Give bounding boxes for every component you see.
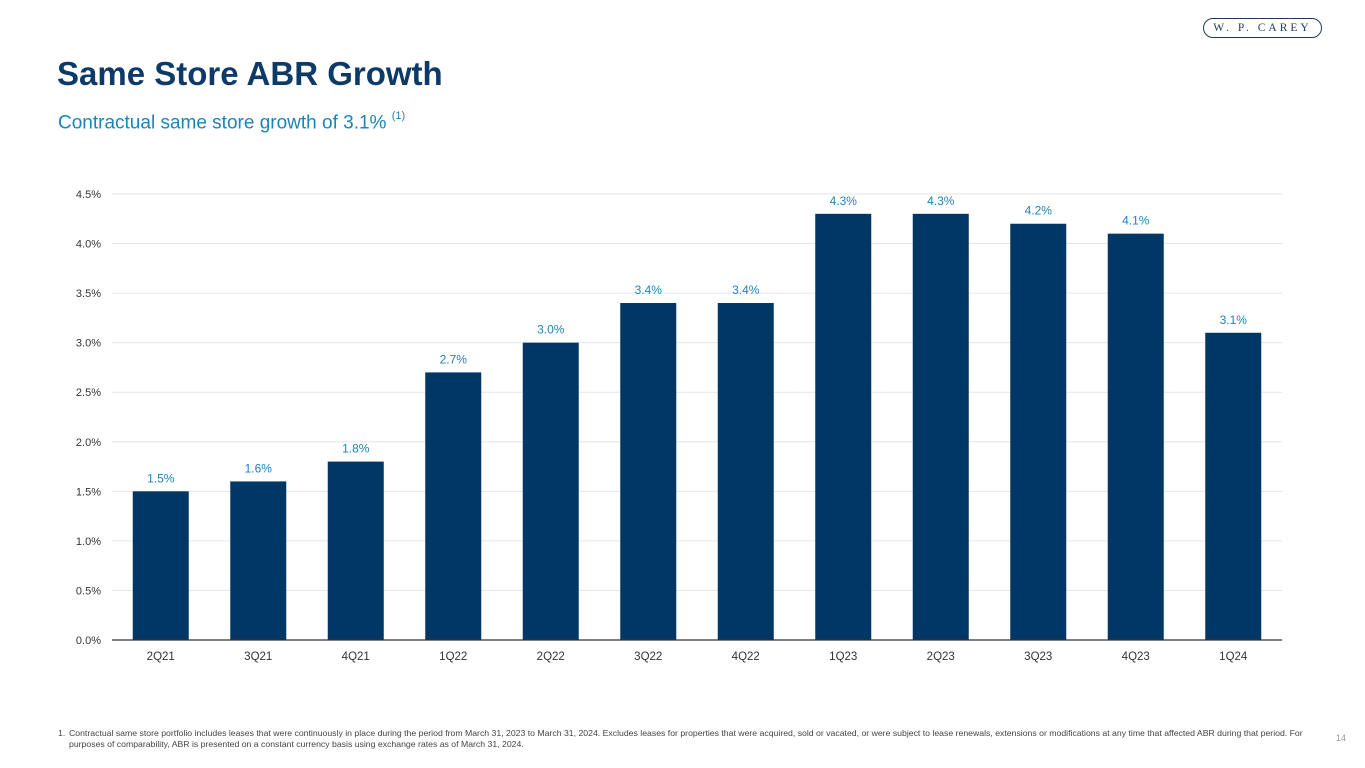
bar-2q23 <box>912 213 969 641</box>
footnote-text: Contractual same store portfolio include… <box>69 728 1303 749</box>
footnote-marker: 1. <box>58 728 66 738</box>
bar-4q21 <box>327 461 384 640</box>
x-tick-label: 1Q22 <box>439 651 467 663</box>
subtitle-text: Contractual same store growth of 3.1% <box>58 112 387 134</box>
x-tick-label: 3Q22 <box>634 651 662 663</box>
y-tick-label: 0.5% <box>76 585 101 597</box>
data-labels: 1.5% 1.6% 1.8% 2.7% 3.0% 3.4% 3.4% 4.3% 4.3% 4.2%… <box>147 194 1247 486</box>
bar-2q21 <box>132 491 189 640</box>
x-tick-label: 4Q23 <box>1122 651 1150 663</box>
data-label: 1.5% <box>147 471 175 485</box>
x-tick-label: 4Q21 <box>342 651 370 663</box>
bar-1q24 <box>1205 332 1262 640</box>
page-number: 14 <box>1336 733 1347 743</box>
y-tick-label: 1.5% <box>76 486 101 498</box>
y-tick-label: 3.5% <box>76 288 101 300</box>
bar-4q22 <box>717 303 774 640</box>
x-tick-label: 1Q24 <box>1219 651 1248 663</box>
subtitle-footnote-ref: (1) <box>391 110 406 122</box>
data-label: 3.0% <box>537 323 565 337</box>
company-logo: W. P. CAREY <box>1203 18 1322 38</box>
x-axis-tick-labels: 2Q21 3Q21 4Q21 1Q22 2Q22 3Q22 4Q22 1Q23 2Q23 3Q23… <box>147 651 1248 663</box>
bar-3q23 <box>1010 223 1067 640</box>
x-tick-label: 2Q22 <box>537 651 565 663</box>
data-label: 1.6% <box>245 461 273 475</box>
bar-3q22 <box>620 303 677 640</box>
y-tick-label: 2.5% <box>76 387 101 399</box>
x-tick-label: 2Q23 <box>927 651 955 663</box>
page-subtitle: Contractual same store growth of 3.1% (1… <box>58 105 405 136</box>
bar-1q22 <box>425 372 482 640</box>
bar-3q21 <box>230 481 287 640</box>
y-tick-label: 0.0% <box>76 635 101 647</box>
y-tick-label: 1.0% <box>76 536 101 548</box>
x-tick-label: 1Q23 <box>829 651 857 663</box>
footnote: 1. Contractual same store portfolio incl… <box>58 728 1323 750</box>
y-tick-label: 3.0% <box>76 338 101 350</box>
y-axis-tick-labels: 0.0% 0.5% 1.0% 1.5% 2.0% 2.5% 3.0% 3.5% 4.0% 4.5% <box>76 189 101 647</box>
data-label: 3.1% <box>1220 313 1248 327</box>
data-label: 4.1% <box>1122 214 1150 228</box>
data-label: 3.4% <box>732 283 760 297</box>
y-tick-label: 4.5% <box>76 189 101 201</box>
y-tick-label: 2.0% <box>76 437 101 449</box>
bar-1q23 <box>815 213 872 641</box>
data-label: 3.4% <box>635 283 663 297</box>
data-label: 4.3% <box>830 194 858 208</box>
data-label: 4.2% <box>1025 204 1053 218</box>
bars <box>132 213 1262 641</box>
bar-4q23 <box>1107 233 1164 640</box>
page-title: Same Store ABR Growth <box>57 55 443 92</box>
x-tick-label: 4Q22 <box>732 651 760 663</box>
data-label: 1.8% <box>342 442 370 456</box>
data-label: 4.3% <box>927 194 955 208</box>
data-label: 2.7% <box>440 352 468 366</box>
gridlines <box>112 193 1282 591</box>
x-tick-label: 2Q21 <box>147 651 175 663</box>
x-tick-label: 3Q21 <box>244 651 272 663</box>
x-tick-label: 3Q23 <box>1024 651 1052 663</box>
y-tick-label: 4.0% <box>76 239 101 251</box>
bar-2q22 <box>522 342 579 640</box>
